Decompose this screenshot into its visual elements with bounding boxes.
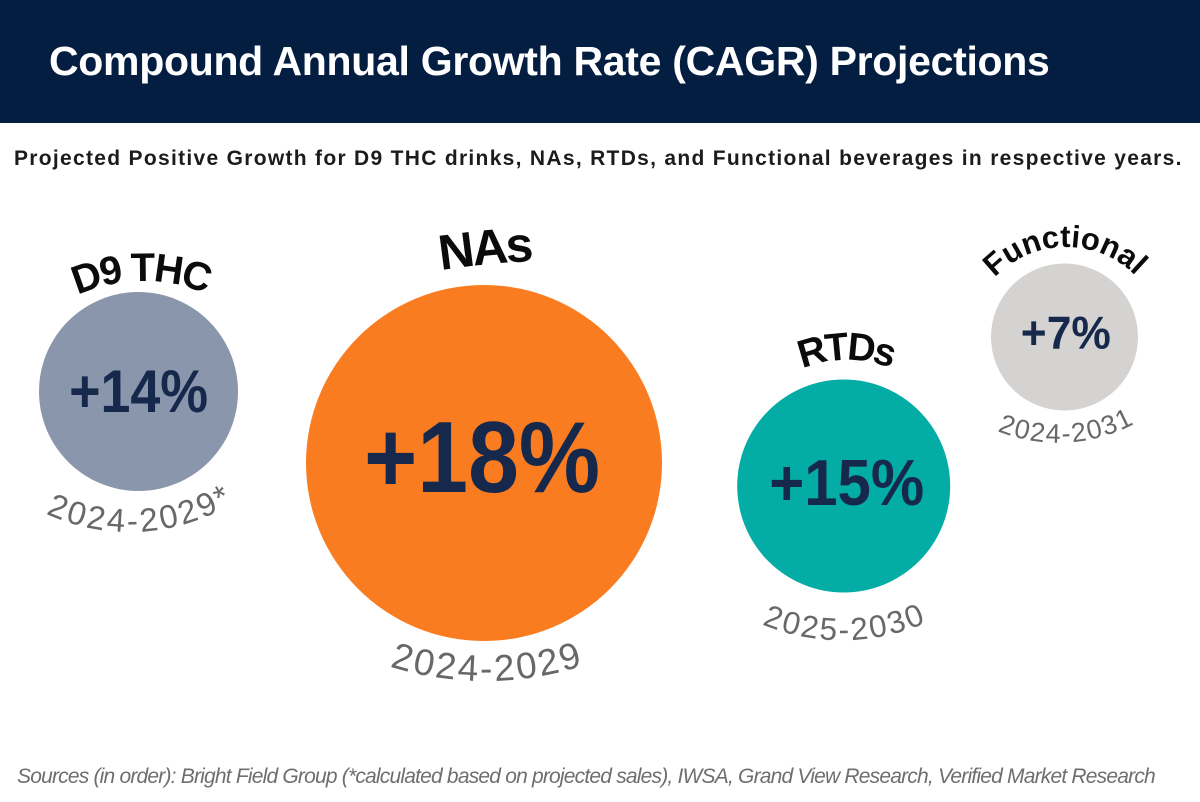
svg-text:+18%: +18% xyxy=(364,402,600,514)
svg-text:RTDs: RTDs xyxy=(793,325,901,376)
svg-text:+15%: +15% xyxy=(769,446,924,519)
svg-text:NAs: NAs xyxy=(435,217,533,281)
svg-text:2025-2030: 2025-2030 xyxy=(759,595,930,647)
svg-text:+7%: +7% xyxy=(1021,307,1111,359)
svg-text:+14%: +14% xyxy=(69,358,208,425)
svg-text:2024-2029: 2024-2029 xyxy=(387,633,587,689)
